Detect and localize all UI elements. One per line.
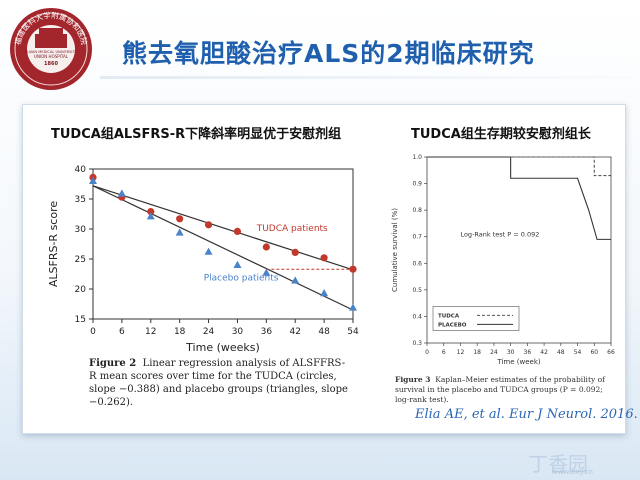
placebo-series-label: Placebo patients [204, 274, 279, 284]
y-tick-label: 25 [75, 255, 86, 265]
placebo-data-point [291, 276, 300, 284]
placebo-data-point [233, 260, 242, 268]
x-tick-label: 6 [119, 327, 125, 337]
km-x-tick-label: 66 [607, 349, 615, 356]
placebo-data-point [262, 268, 271, 276]
km-x-tick-label: 30 [507, 349, 515, 356]
km-y-axis-label: Cumulative survival (%) [391, 208, 399, 292]
km-y-tick-label: 0.4 [412, 313, 422, 320]
tudca-data-point [147, 208, 155, 216]
fit-line-placebo [92, 185, 354, 311]
left-heading: TUDCA组ALSFRS-R下降斜率明显优于安慰剂组 [51, 127, 342, 142]
placebo-data-point [349, 303, 357, 311]
alsfrs-regression-chart: 0 6 12 18 24 30 36 42 48 54 15 20 25 30 35 40 Time (week… [47, 165, 359, 354]
svg-text:FUJIAN MEDICAL UNIVERSITY: FUJIAN MEDICAL UNIVERSITY [25, 50, 78, 54]
km-curve-tudca [427, 156, 611, 177]
x-axis-label: Time (weeks) [185, 341, 260, 354]
fit-line-tudca [92, 185, 354, 271]
km-x-tick-label: 36 [524, 349, 532, 356]
placebo-data-point [204, 247, 213, 255]
km-x-tick-label: 54 [574, 349, 582, 356]
svg-text:UNION HOSPITAL: UNION HOSPITAL [34, 54, 69, 59]
km-y-tick-label: 0.6 [412, 260, 422, 267]
x-tick-label: 0 [90, 327, 96, 337]
tudca-data-point [233, 227, 242, 235]
citation: Elia AE, et al. Eur J Neurol. 2016. [415, 407, 638, 422]
km-x-tick-label: 24 [490, 349, 498, 356]
km-x-tick-label: 6 [442, 349, 446, 356]
right-heading: TUDCA组生存期较安慰剂组长 [411, 127, 591, 142]
survival-km-chart: 0 6 12 18 24 30 36 42 48 54 60 66 0.3 0.4 0.5 0.6 0.7 0.8… [391, 154, 615, 366]
km-y-tick-label: 1.0 [412, 154, 422, 161]
content-panel: TUDCA组ALSFRS-R下降斜率明显优于安慰剂组 TUDCA组生存期较安慰剂… [22, 104, 638, 434]
km-y-tick-label: 0.8 [412, 207, 422, 214]
km-x-tick-label: 60 [590, 349, 598, 356]
y-tick-label: 35 [75, 195, 86, 205]
tudca-data-point [349, 265, 357, 273]
x-tick-label: 54 [347, 327, 359, 337]
km-x-tick-label: 42 [540, 349, 548, 356]
km-y-tick-label: 0.3 [412, 340, 422, 347]
km-x-axis-label: Time (week) [496, 358, 540, 366]
km-y-tick-label: 0.9 [412, 181, 422, 188]
left-figure-caption: Figure 2 Linear regression analysis of A… [89, 358, 348, 408]
y-axis-label: ALSFRS-R score [47, 201, 60, 287]
slide-title: 熊去氧胆酸治疗ALS的2期临床研究 [122, 39, 535, 68]
tudca-data-point [204, 221, 213, 229]
x-tick-label: 48 [318, 327, 330, 337]
x-tick-label: 30 [232, 327, 244, 337]
km-x-tick-label: 12 [457, 349, 465, 356]
tudca-series-label: TUDCA patients [256, 224, 328, 234]
x-tick-label: 36 [261, 327, 273, 337]
x-tick-label: 42 [289, 327, 300, 337]
km-x-tick-label: 0 [425, 349, 429, 356]
y-tick-label: 40 [75, 165, 87, 175]
km-legend-label: PLACEBO [438, 322, 467, 328]
hospital-seal-logo: 福建医科大学附属协和医院 FUJIAN MEDICAL UNIVERSITY U… [10, 8, 92, 90]
tudca-data-point [262, 243, 270, 251]
tudca-data-point [291, 248, 299, 256]
y-tick-label: 15 [75, 315, 86, 325]
logrank-annotation: Log-Rank test P = 0.092 [460, 231, 539, 239]
x-tick-label: 24 [203, 327, 215, 337]
km-y-tick-label: 0.5 [412, 287, 422, 294]
x-tick-label: 12 [145, 327, 156, 337]
right-figure-caption: Figure 3 Kaplan–Meier estimates of the p… [395, 375, 605, 404]
km-x-tick-label: 48 [557, 349, 565, 356]
placebo-data-point [146, 212, 155, 220]
plot-frame [92, 168, 354, 320]
placebo-data-point [89, 176, 97, 184]
placebo-data-point [117, 189, 126, 197]
km-x-tick-label: 18 [473, 349, 481, 356]
watermark-url: www.dxy.cn [552, 468, 593, 476]
y-tick-label: 30 [75, 225, 87, 235]
km-curve-placebo [427, 156, 611, 240]
title-underline [100, 76, 630, 79]
svg-text:1860: 1860 [44, 61, 58, 67]
y-tick-label: 20 [75, 285, 87, 295]
watermark-logo: 丁香园 [528, 452, 588, 476]
km-legend-box [432, 306, 520, 331]
tudca-data-point [320, 254, 328, 262]
x-tick-label: 18 [174, 327, 186, 337]
km-legend-label: TUDCA [438, 313, 460, 319]
km-y-tick-label: 0.7 [412, 234, 422, 241]
tudca-data-point [176, 215, 184, 223]
placebo-data-point [175, 228, 184, 236]
placebo-data-point [320, 289, 329, 297]
